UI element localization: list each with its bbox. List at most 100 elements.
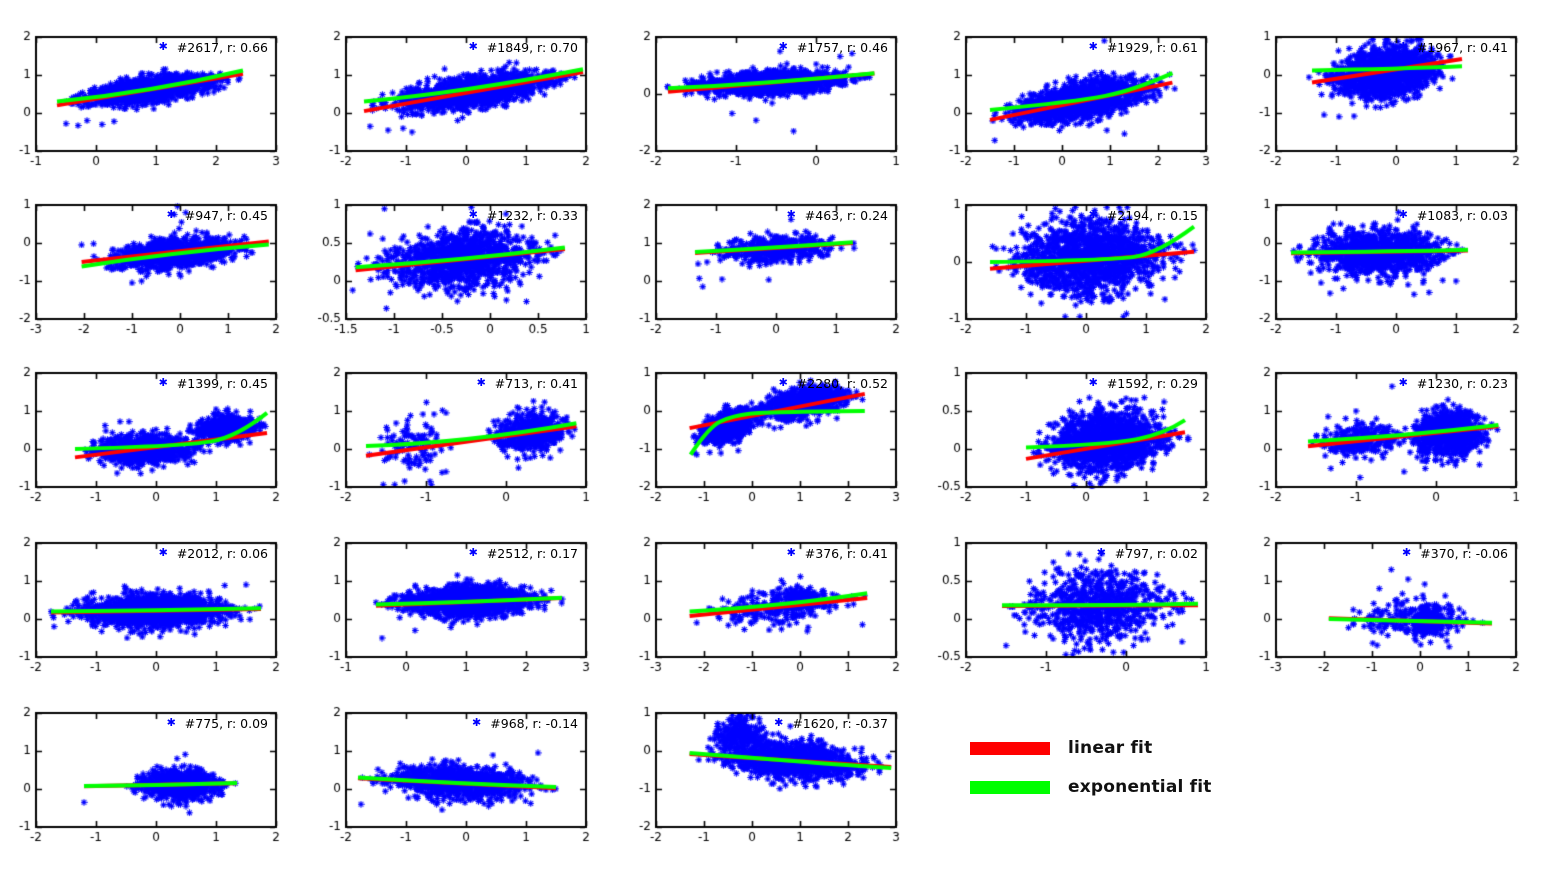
subplot-6: ✱ #947, r: 0.45 [0, 176, 302, 341]
plot-annotation-text: #947, r: 0.45 [184, 208, 268, 223]
plot-annotation-text: #463, r: 0.24 [804, 208, 888, 223]
plot-annotation: ✱ #2512, r: 0.17 [468, 546, 578, 561]
asterisk-marker-icon: ✱ [472, 716, 482, 729]
subplot-17: ✱ #2512, r: 0.17 [310, 514, 612, 679]
plot-annotation: ✱ #463, r: 0.24 [786, 208, 888, 223]
plot-annotation: ✱ #2012, r: 0.06 [158, 546, 268, 561]
plot-annotation: ✱ #1929, r: 0.61 [1088, 40, 1198, 55]
asterisk-marker-icon: ✱ [1096, 546, 1106, 559]
subplot-1: ✱ #2617, r: 0.66 [0, 8, 302, 173]
plot-annotation: ✱ #2617, r: 0.66 [158, 40, 268, 55]
asterisk-marker-icon: ✱ [468, 208, 478, 221]
subplot-16: ✱ #2012, r: 0.06 [0, 514, 302, 679]
plot-canvas [620, 176, 922, 341]
asterisk-marker-icon: ✱ [1402, 546, 1412, 559]
subplot-13: ✱ #2280, r: 0.52 [620, 344, 922, 509]
plot-annotation-text: #2012, r: 0.06 [176, 546, 268, 561]
subplot-22: ✱ #968, r: -0.14 [310, 684, 612, 849]
plot-annotation: ✱ #370, r: -0.06 [1402, 546, 1508, 561]
subplot-15: ✱ #1230, r: 0.23 [1240, 344, 1542, 509]
plot-annotation-text: #713, r: 0.41 [494, 376, 578, 391]
plot-canvas [930, 176, 1232, 341]
plot-annotation: ✱ #1757, r: 0.46 [778, 40, 888, 55]
plot-annotation-text: #2280, r: 0.52 [796, 376, 888, 391]
plot-canvas [620, 8, 922, 173]
plot-canvas [310, 514, 612, 679]
plot-annotation: ✱ #2280, r: 0.52 [778, 376, 888, 391]
subplot-8: ✱ #463, r: 0.24 [620, 176, 922, 341]
plot-annotation-text: #2512, r: 0.17 [486, 546, 578, 561]
plot-annotation: ✱ #1232, r: 0.33 [468, 208, 578, 223]
plot-annotation-text: #775, r: 0.09 [184, 716, 268, 731]
legend-item-linear-fit: linear fit [970, 738, 1270, 758]
plot-annotation: ✱ #947, r: 0.45 [166, 208, 268, 223]
asterisk-marker-icon: ✱ [778, 40, 788, 53]
plot-canvas [0, 344, 302, 509]
asterisk-marker-icon: ✱ [468, 546, 478, 559]
asterisk-marker-icon: ✱ [1088, 40, 1098, 53]
asterisk-marker-icon: ✱ [778, 376, 788, 389]
plot-canvas [0, 514, 302, 679]
plot-canvas [930, 344, 1232, 509]
plot-annotation: ✱ #1967, r: 0.41 [1398, 40, 1508, 55]
asterisk-marker-icon: ✱ [166, 208, 176, 221]
subplot-4: ✱ #1929, r: 0.61 [930, 8, 1232, 173]
plot-annotation: ✱ #1620, r: -0.37 [774, 716, 888, 731]
plot-canvas [620, 344, 922, 509]
legend-label-linear-fit: linear fit [1068, 738, 1153, 758]
plot-annotation-text: #968, r: -0.14 [490, 716, 578, 731]
plot-annotation-text: #1230, r: 0.23 [1416, 376, 1508, 391]
plot-canvas [620, 514, 922, 679]
asterisk-marker-icon: ✱ [476, 376, 486, 389]
plot-annotation-text: #1849, r: 0.70 [486, 40, 578, 55]
plot-canvas [930, 8, 1232, 173]
plot-annotation-text: #797, r: 0.02 [1114, 546, 1198, 561]
asterisk-marker-icon: ✱ [1398, 376, 1408, 389]
plot-annotation-text: #376, r: 0.41 [804, 546, 888, 561]
asterisk-marker-icon: ✱ [1398, 208, 1408, 221]
subplot-21: ✱ #775, r: 0.09 [0, 684, 302, 849]
plot-canvas [310, 8, 612, 173]
plot-canvas [310, 176, 612, 341]
legend-label-exponential-fit: exponential fit [1068, 777, 1212, 797]
subplot-20: ✱ #370, r: -0.06 [1240, 514, 1542, 679]
subplot-5: ✱ #1967, r: 0.41 [1240, 8, 1542, 173]
plot-canvas [0, 684, 302, 849]
plot-annotation-text: #1399, r: 0.45 [176, 376, 268, 391]
asterisk-marker-icon: ✱ [1398, 40, 1408, 53]
subplot-2: ✱ #1849, r: 0.70 [310, 8, 612, 173]
legend-item-exponential-fit: exponential fit [970, 777, 1270, 797]
plot-annotation-text: #1929, r: 0.61 [1106, 40, 1198, 55]
subplot-12: ✱ #713, r: 0.41 [310, 344, 612, 509]
plot-annotation-text: #1967, r: 0.41 [1416, 40, 1508, 55]
subplot-3: ✱ #1757, r: 0.46 [620, 8, 922, 173]
subplot-9: ✱ #2194, r: 0.15 [930, 176, 1232, 341]
asterisk-marker-icon: ✱ [158, 40, 168, 53]
asterisk-marker-icon: ✱ [468, 40, 478, 53]
plot-canvas [1240, 8, 1542, 173]
plot-canvas [1240, 514, 1542, 679]
plot-annotation-text: #1620, r: -0.37 [792, 716, 888, 731]
asterisk-marker-icon: ✱ [786, 208, 796, 221]
plot-annotation: ✱ #968, r: -0.14 [472, 716, 578, 731]
asterisk-marker-icon: ✱ [158, 546, 168, 559]
plot-annotation: ✱ #376, r: 0.41 [787, 546, 888, 561]
plot-canvas [310, 684, 612, 849]
plot-annotation-text: #2194, r: 0.15 [1106, 208, 1198, 223]
plot-annotation: ✱ #775, r: 0.09 [167, 716, 268, 731]
plot-annotation: ✱ #1849, r: 0.70 [468, 40, 578, 55]
plot-annotation: ✱ #2194, r: 0.15 [1088, 208, 1198, 223]
plot-annotation: ✱ #1399, r: 0.45 [158, 376, 268, 391]
plot-canvas [0, 176, 302, 341]
subplot-11: ✱ #1399, r: 0.45 [0, 344, 302, 509]
plot-annotation-text: #1232, r: 0.33 [486, 208, 578, 223]
plot-canvas [0, 8, 302, 173]
asterisk-marker-icon: ✱ [1088, 376, 1098, 389]
asterisk-marker-icon: ✱ [158, 376, 168, 389]
plot-annotation-text: #1592, r: 0.29 [1106, 376, 1198, 391]
plot-annotation: ✱ #1230, r: 0.23 [1398, 376, 1508, 391]
asterisk-marker-icon: ✱ [1088, 208, 1098, 221]
subplot-23: ✱ #1620, r: -0.37 [620, 684, 922, 849]
subplot-19: ✱ #797, r: 0.02 [930, 514, 1232, 679]
